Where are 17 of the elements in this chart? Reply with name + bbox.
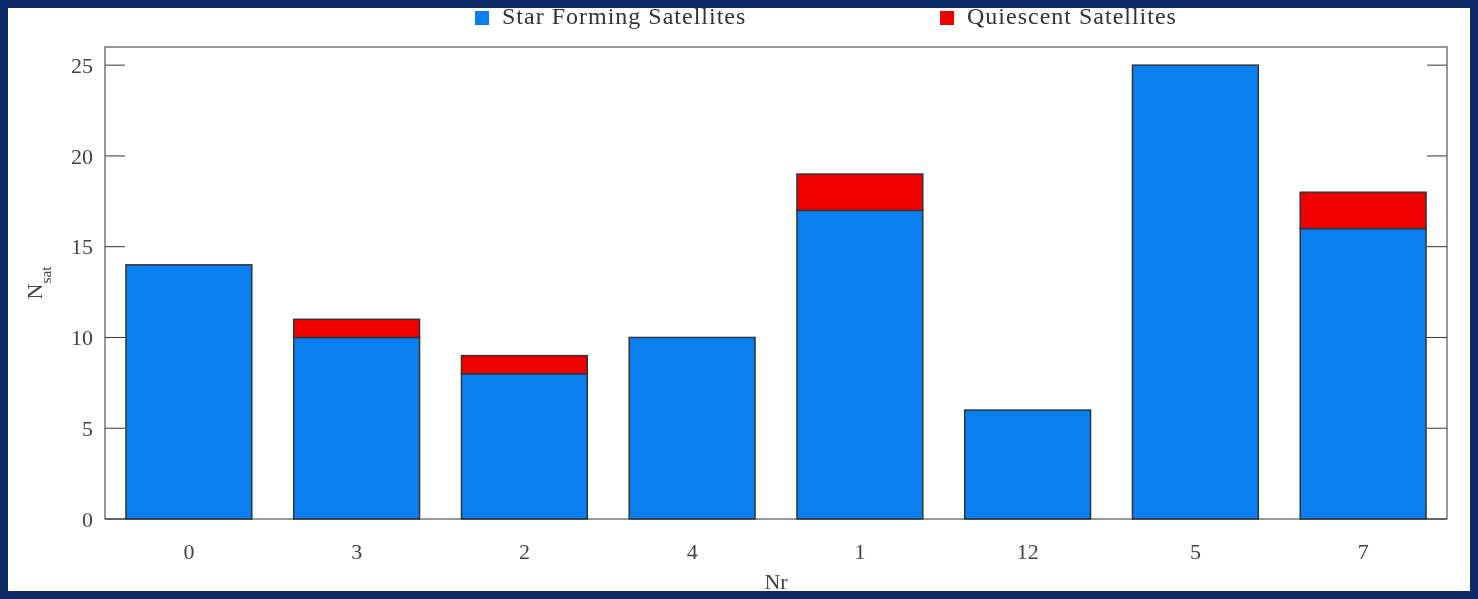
x-tick-label: 0 (183, 539, 195, 564)
x-tick-label: 5 (1189, 539, 1201, 564)
legend-label: Quiescent Satellites (967, 3, 1177, 29)
y-tick-label: 15 (71, 234, 93, 260)
y-tick-label: 25 (71, 52, 93, 78)
x-tick-label: 7 (1357, 539, 1369, 564)
legend-label: Star Forming Satellites (502, 3, 747, 29)
y-tick-label: 20 (71, 143, 93, 169)
x-tick-label: 12 (1016, 539, 1039, 564)
x-axis-title: Nr (764, 569, 789, 594)
x-tick-label: 2 (518, 539, 530, 564)
y-tick-label: 0 (82, 506, 93, 532)
y-tick-label: 10 (71, 325, 93, 351)
x-tick-label: 3 (351, 539, 363, 564)
x-tick-label: 4 (686, 539, 698, 564)
y-tick-label: 5 (82, 415, 93, 441)
x-tick-label: 1 (854, 539, 866, 564)
